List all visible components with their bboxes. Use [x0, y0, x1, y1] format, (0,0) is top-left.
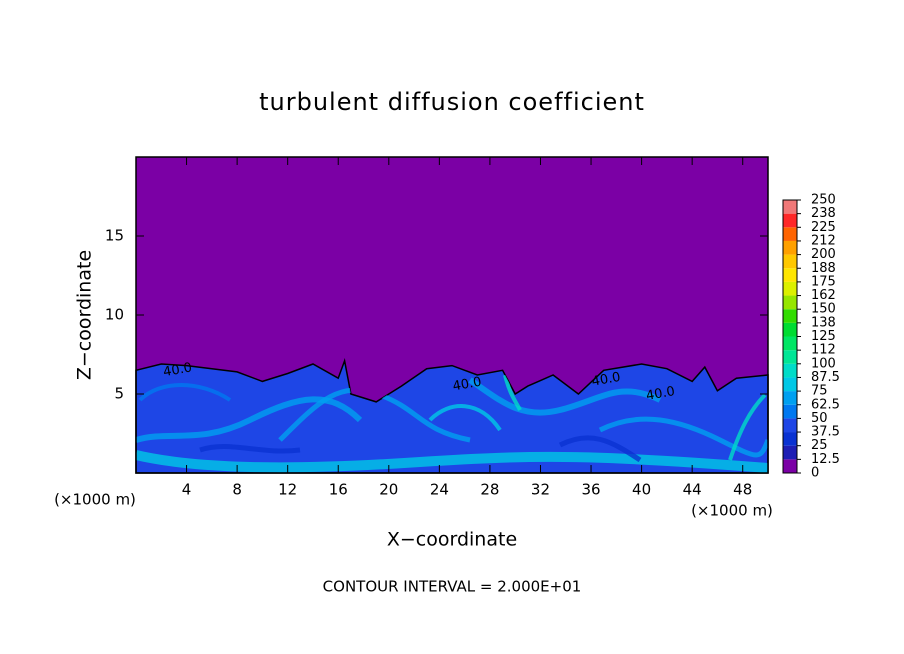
- layer-streak: [136, 396, 363, 443]
- colorbar-label: 50: [811, 411, 828, 426]
- colorbar-swatch: [783, 200, 797, 214]
- colorbar-label: 62.5: [811, 397, 840, 412]
- x-axis-label: X−coordinate: [387, 529, 517, 551]
- layer-streak: [728, 393, 767, 461]
- colorbar-label: 175: [811, 274, 836, 289]
- colorbar-label: 138: [811, 315, 836, 330]
- colorbar-swatch: [783, 268, 797, 282]
- x-tick-label: 8: [232, 481, 242, 499]
- colorbar-swatch: [783, 295, 797, 310]
- footer-note: CONTOUR INTERVAL = 2.000E+01: [323, 578, 582, 596]
- x-tick-label: 48: [733, 481, 752, 499]
- colorbar-swatch: [783, 459, 797, 473]
- y-tick-label: 5: [114, 385, 124, 403]
- x-tick-label: 4: [182, 481, 192, 499]
- colorbar-swatch: [783, 445, 797, 460]
- layer-streak: [136, 450, 768, 473]
- colorbar-label: 162: [811, 288, 836, 303]
- layer-streak: [503, 374, 522, 411]
- colorbar-swatch: [783, 377, 797, 392]
- colorbar-swatch: [783, 322, 797, 337]
- colorbar-label: 25: [811, 438, 828, 453]
- contour-label: 40.0: [591, 370, 622, 390]
- y-tick-label: 15: [105, 227, 124, 245]
- contour-label: 40.0: [162, 360, 193, 380]
- colorbar-label: 100: [811, 356, 836, 371]
- x-tick-label: 16: [329, 481, 348, 499]
- colorbar-swatch: [783, 432, 797, 446]
- colorbar-label: 250: [811, 193, 836, 208]
- colorbar-swatch: [783, 213, 797, 228]
- layer-streak: [558, 435, 642, 463]
- layer-streak: [199, 443, 301, 454]
- y-tick-label: 10: [105, 306, 124, 324]
- colorbar-label: 150: [811, 302, 836, 317]
- colorbar-label: 188: [811, 261, 836, 276]
- colorbar-label: 225: [811, 220, 836, 235]
- x-tick-label: 20: [379, 481, 398, 499]
- plot-area: 40.040.0 40.040.0012.52537.55062.57587.51…: [105, 156, 840, 499]
- colorbar-swatch: [783, 254, 797, 269]
- colorbar-swatch: [783, 418, 797, 433]
- colorbar-swatch: [783, 404, 797, 419]
- colorbar-label: 0: [811, 466, 819, 481]
- y-axis-label: Z−coordinate: [74, 250, 96, 380]
- layer-streak: [468, 377, 662, 416]
- x-tick-label: 36: [581, 481, 600, 499]
- colorbar-label: 37.5: [811, 425, 840, 440]
- colorbar-label: 125: [811, 329, 836, 344]
- contour-label: 40.0: [452, 375, 483, 395]
- colorbar-swatch: [783, 281, 797, 296]
- colorbar-label: 212: [811, 233, 836, 248]
- colorbar-swatch: [783, 227, 797, 241]
- x-tick-label: 12: [278, 481, 297, 499]
- colorbar-label: 238: [811, 206, 836, 221]
- layer-streak: [138, 383, 232, 402]
- colorbar-swatch: [783, 309, 797, 323]
- colorbar-swatch: [783, 391, 797, 405]
- colorbar-label: 112: [811, 343, 836, 358]
- colorbar-label: 12.5: [811, 452, 840, 467]
- x-tick-label: 28: [480, 481, 499, 499]
- layer-streak: [598, 416, 768, 458]
- colorbar-swatch: [783, 336, 797, 351]
- colorbar-swatch: [783, 363, 797, 378]
- contour-label: 40.0: [645, 384, 676, 404]
- x-tick-label: 32: [531, 481, 550, 499]
- colorbar-label: 87.5: [811, 370, 840, 385]
- colorbar-swatch: [783, 240, 797, 255]
- x-unit-left: (×1000 m): [54, 491, 136, 509]
- x-tick-label: 40: [632, 481, 651, 499]
- x-unit-right: (×1000 m): [691, 502, 773, 520]
- colorbar-swatch: [783, 350, 797, 364]
- chart-title: turbulent diffusion coefficient: [259, 88, 645, 116]
- x-tick-label: 44: [683, 481, 702, 499]
- colorbar-label: 200: [811, 247, 836, 262]
- x-tick-label: 24: [430, 481, 449, 499]
- layer-streak: [428, 404, 502, 432]
- colorbar-label: 75: [811, 384, 828, 399]
